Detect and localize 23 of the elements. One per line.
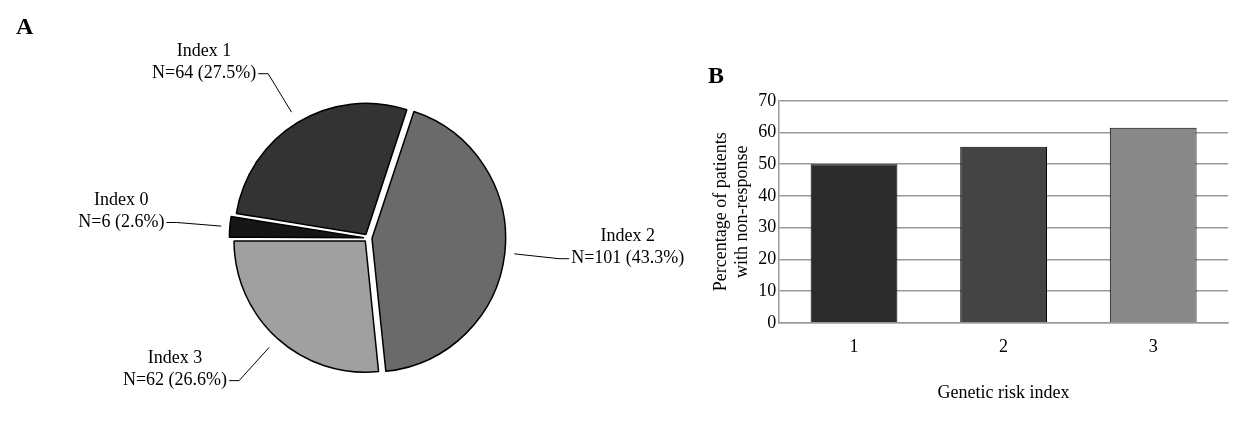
x-tick-label: 2: [999, 336, 1009, 357]
y-tick-label: 20: [758, 248, 777, 269]
data-label: N=101 (43.3%): [571, 247, 685, 269]
y-tick-label: 0: [767, 311, 777, 332]
slice-label: Index 3: [147, 347, 203, 368]
y-axis-title: Percentage of patients with non-response: [709, 132, 752, 292]
y-tick-label: 10: [758, 279, 777, 300]
y-tick-label: 30: [758, 216, 777, 237]
x-axis-title: Genetic risk index: [937, 381, 1070, 402]
chart-title: B: [708, 61, 725, 88]
slice-label: Index 0: [94, 189, 149, 210]
x-tick-label: 1: [849, 336, 859, 357]
chart-title: A: [16, 13, 34, 40]
x-tick-label: 3: [1148, 336, 1158, 357]
slice-label: Index 1: [176, 40, 232, 61]
data-label: N=62 (26.6%): [122, 369, 228, 391]
data-label: N=6 (2.6%): [78, 211, 165, 233]
slice-label: Index 2: [600, 225, 655, 246]
y-tick-label: 40: [758, 184, 777, 205]
y-tick-label: 70: [758, 89, 777, 110]
y-tick-label: 60: [758, 121, 777, 142]
y-tick-label: 50: [758, 152, 777, 173]
data-label: N=64 (27.5%): [152, 62, 257, 84]
